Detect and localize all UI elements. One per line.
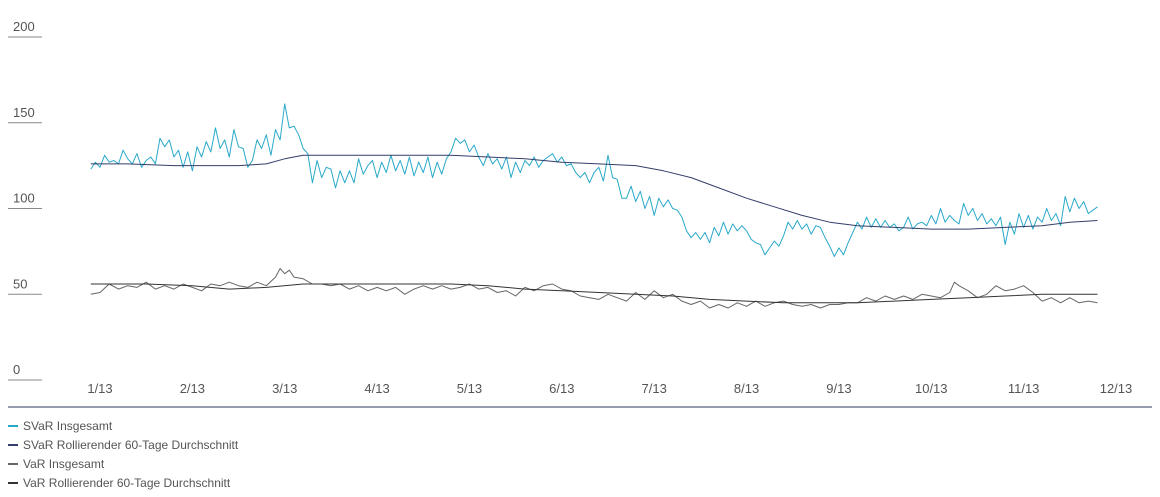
series-line-0 bbox=[90, 103, 1098, 257]
legend-item-var-rolling: VaR Rollierender 60-Tage Durchschnitt bbox=[8, 473, 238, 492]
y-tick-label: 200 bbox=[13, 19, 35, 34]
legend-swatch bbox=[8, 481, 18, 484]
y-tick-label: 100 bbox=[13, 191, 35, 206]
legend-label: SVaR Insgesamt bbox=[23, 418, 113, 433]
line-chart: 0 50 100 150 200 1/13 2/13 3/13 4/13 5/13 6/13 7/13… bbox=[8, 19, 1152, 408]
x-tick-label: 7/13 bbox=[642, 381, 667, 396]
y-tick-label: 0 bbox=[13, 362, 20, 377]
x-tick-label: 6/13 bbox=[549, 381, 574, 396]
x-tick-label: 12/13 bbox=[1100, 381, 1133, 396]
legend-item-svar-rolling: SVaR Rollierender 60-Tage Durchschnitt bbox=[8, 435, 238, 454]
legend-swatch bbox=[8, 424, 18, 427]
legend-swatch bbox=[8, 443, 18, 446]
x-tick-label: 4/13 bbox=[364, 381, 389, 396]
legend-swatch bbox=[8, 462, 18, 465]
legend-item-var-total: VaR Insgesamt bbox=[8, 454, 238, 473]
x-tick-label: 1/13 bbox=[87, 381, 112, 396]
legend-label: VaR Rollierender 60-Tage Durchschnitt bbox=[23, 475, 231, 490]
legend-item-svar-total: SVaR Insgesamt bbox=[8, 416, 238, 435]
x-tick-label: 3/13 bbox=[272, 381, 297, 396]
legend-label: VaR Insgesamt bbox=[23, 456, 105, 471]
series-line-2 bbox=[90, 268, 1098, 309]
x-tick-label: 8/13 bbox=[734, 381, 759, 396]
x-tick-label: 5/13 bbox=[457, 381, 482, 396]
x-tick-label: 2/13 bbox=[180, 381, 205, 396]
y-tick-label: 50 bbox=[13, 276, 27, 291]
legend-label: SVaR Rollierender 60-Tage Durchschnitt bbox=[23, 437, 239, 452]
x-tick-label: 9/13 bbox=[826, 381, 851, 396]
series-line-1 bbox=[90, 154, 1098, 230]
series-line-3 bbox=[90, 283, 1098, 304]
x-tick-label: 10/13 bbox=[915, 381, 948, 396]
legend: SVaR Insgesamt SVaR Rollierender 60-Tage… bbox=[8, 416, 238, 492]
y-tick-label: 150 bbox=[13, 105, 35, 120]
x-tick-label: 11/13 bbox=[1008, 381, 1040, 396]
